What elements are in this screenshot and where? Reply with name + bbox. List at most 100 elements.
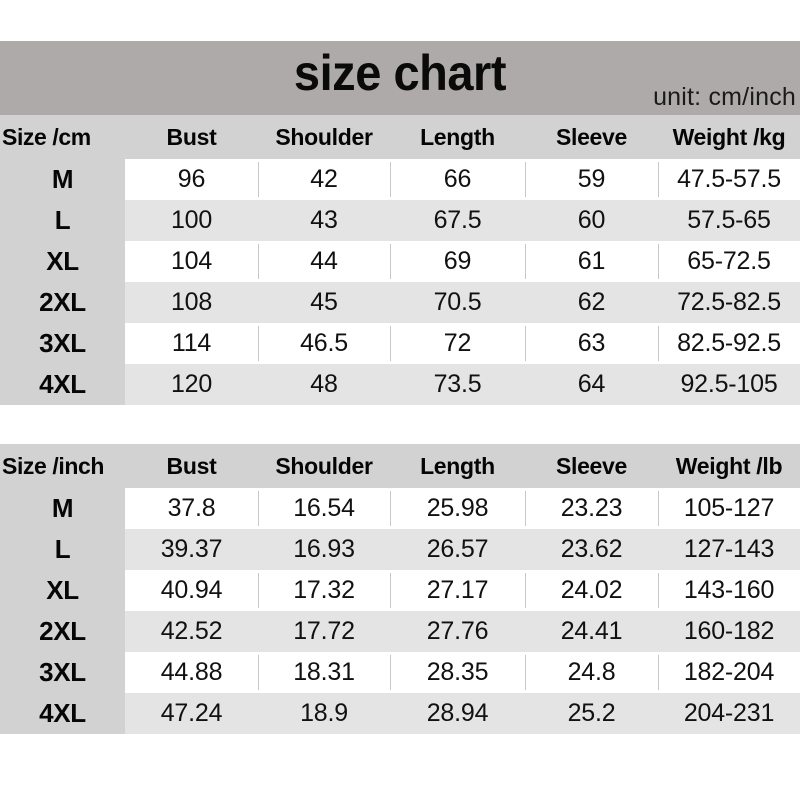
column-header-weight: Weight /lb [675,452,783,479]
cell-sleeve: 59 [577,165,606,193]
cell-weight: 72.5-82.5 [677,288,781,316]
cell-length: 26.57 [426,535,489,563]
cell-length: 67.5 [433,206,482,234]
cell-size: 2XL [0,282,125,323]
cell-size: 2XL [0,611,125,652]
column-divider [658,573,659,608]
cell-weight: 127-143 [683,535,775,563]
cell-sleeve: 24.41 [560,617,623,645]
column-header-shoulder: Shoulder [275,452,373,479]
table-row: M 96 42 66 59 47.5-57.5 [0,159,800,200]
table-row: 2XL 108 45 70.5 62 72.5-82.5 [0,282,800,323]
column-divider [258,326,259,361]
cell-length: 73.5 [433,370,482,398]
table-row: 4XL 120 48 73.5 64 92.5-105 [0,364,800,405]
cell-bust: 104 [170,247,213,275]
column-divider [390,655,391,690]
column-divider [658,244,659,279]
cell-size: M [0,488,125,529]
unit-note: unit: cm/inch [653,83,796,111]
column-divider [658,162,659,197]
column-header-length: Length [420,123,495,150]
cell-sleeve: 62 [577,288,606,316]
cell-bust: 37.8 [167,494,216,522]
cell-sleeve: 60 [577,206,606,234]
cm-size-table: Size /cm Bust Shoulder Length Sleeve Wei… [0,115,800,405]
cell-size: M [0,159,125,200]
cell-sleeve: 23.62 [560,535,623,563]
cell-sleeve: 64 [577,370,606,398]
table-row: XL 40.94 17.32 27.17 24.02 143-160 [0,570,800,611]
cell-bust: 96 [177,165,206,193]
column-header-shoulder: Shoulder [275,123,373,150]
cell-shoulder: 48 [310,370,338,398]
cell-bust: 44.88 [160,658,223,686]
column-divider [525,655,526,690]
cell-shoulder: 42 [310,165,338,193]
column-divider [390,244,391,279]
cell-size: 4XL [0,693,125,734]
cell-length: 70.5 [433,288,482,316]
title-band [0,41,800,115]
column-divider [525,326,526,361]
cell-weight: 143-160 [683,576,775,604]
column-header-bust: Bust [166,123,217,150]
cell-length: 28.35 [426,658,489,686]
table-row: L 39.37 16.93 26.57 23.62 127-143 [0,529,800,570]
column-divider [390,573,391,608]
inch-table-header-row: Size /inch Bust Shoulder Length Sleeve W… [0,444,800,488]
cell-length: 69 [443,247,472,275]
table-row: 2XL 42.52 17.72 27.76 24.41 160-182 [0,611,800,652]
cell-weight: 92.5-105 [680,370,778,398]
cell-shoulder: 18.9 [300,699,348,727]
column-header-length: Length [420,452,495,479]
table-row: 4XL 47.24 18.9 28.94 25.2 204-231 [0,693,800,734]
cell-length: 27.17 [426,576,489,604]
cell-sleeve: 25.2 [567,699,616,727]
cell-length: 27.76 [426,617,489,645]
cell-shoulder: 45 [310,288,338,316]
cm-table-header-row: Size /cm Bust Shoulder Length Sleeve Wei… [0,115,800,159]
column-divider [258,573,259,608]
cell-sleeve: 23.23 [560,494,623,522]
cell-weight: 182-204 [683,658,775,686]
cell-size: L [0,200,125,241]
cell-sleeve: 61 [577,247,606,275]
column-header-sleeve: Sleeve [555,452,628,479]
column-divider [258,162,259,197]
column-divider [390,326,391,361]
cell-length: 72 [443,329,472,357]
cell-bust: 40.94 [160,576,223,604]
cell-sleeve: 24.8 [567,658,616,686]
cell-length: 66 [443,165,472,193]
cell-size: 4XL [0,364,125,405]
inch-size-table: Size /inch Bust Shoulder Length Sleeve W… [0,444,800,734]
cell-shoulder: 43 [310,206,338,234]
cell-shoulder: 44 [310,247,338,275]
cell-sleeve: 63 [577,329,606,357]
cell-bust: 42.52 [160,617,223,645]
cell-bust: 47.24 [160,699,223,727]
table-row: 3XL 44.88 18.31 28.35 24.8 182-204 [0,652,800,693]
cell-shoulder: 17.32 [293,576,355,604]
cell-shoulder: 16.54 [293,494,355,522]
column-header-sleeve: Sleeve [555,123,628,150]
cell-shoulder: 16.93 [293,535,355,563]
column-header-weight: Weight /kg [672,123,786,150]
page-title: size chart [293,45,507,101]
column-divider [525,162,526,197]
cell-weight: 82.5-92.5 [677,329,781,357]
cell-shoulder: 46.5 [300,329,348,357]
column-divider [658,655,659,690]
column-divider [658,491,659,526]
cell-bust: 120 [170,370,213,398]
cell-bust: 114 [171,329,212,357]
cell-bust: 108 [170,288,213,316]
cell-weight: 57.5-65 [687,206,771,234]
cell-weight: 47.5-57.5 [677,165,781,193]
column-header-size: Size /inch [2,452,105,479]
cell-weight: 105-127 [683,494,775,522]
cell-length: 25.98 [426,494,489,522]
column-divider [258,655,259,690]
